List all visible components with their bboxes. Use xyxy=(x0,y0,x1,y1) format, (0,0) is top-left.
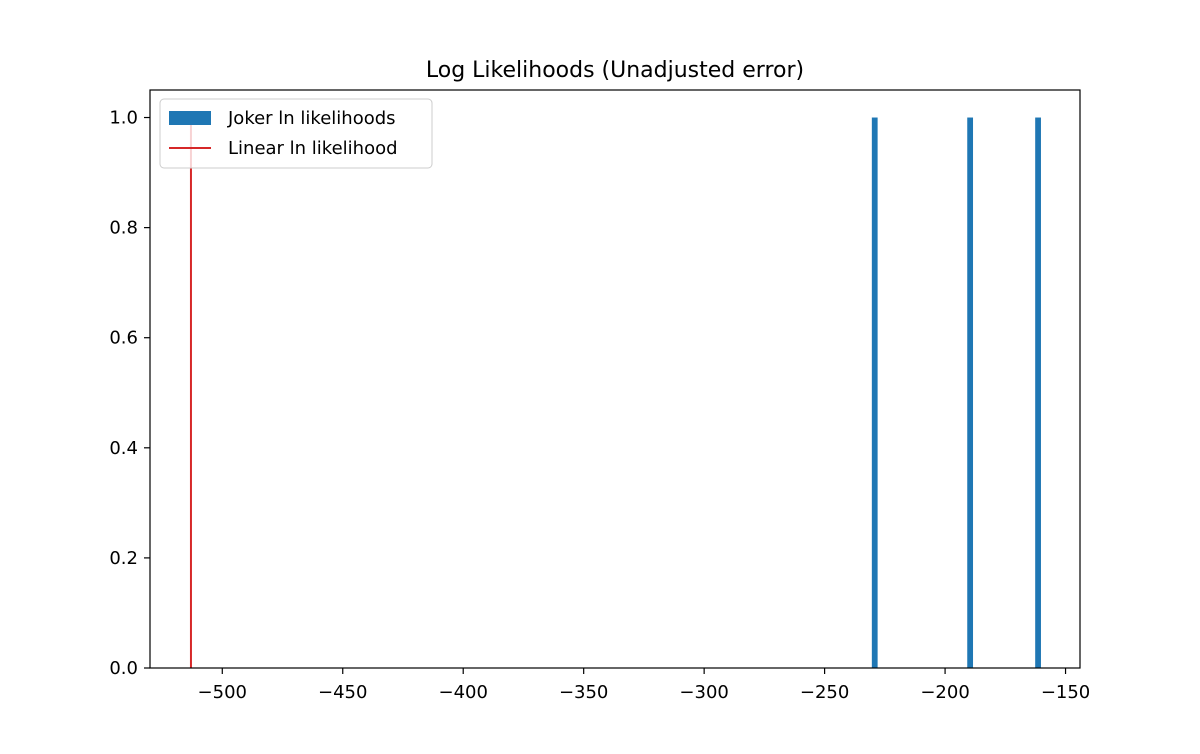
x-tick-label: −350 xyxy=(559,682,608,703)
x-tick-label: −250 xyxy=(800,682,849,703)
y-tick-label: 0.0 xyxy=(109,658,138,679)
x-tick-label: −150 xyxy=(1041,682,1090,703)
x-tick-label: −300 xyxy=(679,682,728,703)
y-tick-label: 1.0 xyxy=(109,108,138,129)
axes-frame xyxy=(149,89,1081,669)
legend: Joker ln likelihoods Linear ln likelihood xyxy=(159,98,433,169)
x-tick-label: −500 xyxy=(198,682,247,703)
x-tick-label: −400 xyxy=(438,682,487,703)
x-tick-label: −200 xyxy=(920,682,969,703)
histogram-bar xyxy=(871,117,878,669)
histogram-bar xyxy=(1035,117,1041,669)
x-tick-label: −450 xyxy=(318,682,367,703)
histogram-bar xyxy=(967,117,974,669)
chart-title: Log Likelihoods (Unadjusted error) xyxy=(426,58,804,83)
legend-label: Linear ln likelihood xyxy=(228,138,398,159)
y-tick-label: 0.2 xyxy=(109,548,138,569)
y-tick-label: 0.8 xyxy=(109,218,138,239)
y-tick-label: 0.6 xyxy=(109,328,138,349)
legend-box xyxy=(159,98,433,169)
legend-label: Joker ln likelihoods xyxy=(227,108,396,129)
legend-swatch-joker xyxy=(169,111,211,125)
y-tick-label: 0.4 xyxy=(109,438,138,459)
